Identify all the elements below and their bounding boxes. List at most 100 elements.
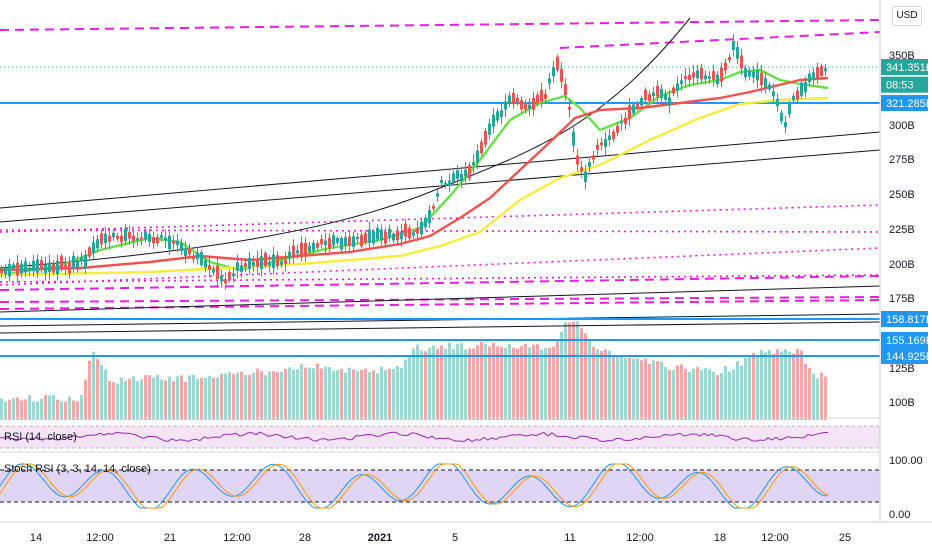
candle-body xyxy=(664,94,667,100)
candle-body xyxy=(672,87,675,94)
volume-bar xyxy=(812,373,815,420)
candle-body xyxy=(40,260,43,270)
volume-bar xyxy=(516,348,519,420)
candle-body xyxy=(136,238,139,241)
volume-bar xyxy=(500,347,503,420)
candle-body xyxy=(212,268,215,273)
volume-bar xyxy=(192,374,195,420)
candle-body xyxy=(196,252,199,260)
candle-body xyxy=(552,67,555,77)
price-badge-label: 321.285B xyxy=(886,98,932,110)
candle-body xyxy=(160,235,163,238)
volume-bar xyxy=(28,394,31,420)
volume-bar xyxy=(672,370,675,420)
price-badge xyxy=(881,348,928,364)
candle-body xyxy=(792,95,795,101)
candle-body xyxy=(764,78,767,88)
candle-body xyxy=(612,131,615,140)
volume-bar xyxy=(492,342,495,420)
volume-bars xyxy=(0,321,827,420)
volume-bar xyxy=(240,371,243,420)
volume-bar xyxy=(536,344,539,420)
candle-body xyxy=(724,62,727,71)
candle-body xyxy=(376,227,379,240)
candle-body xyxy=(652,92,655,97)
candle-body xyxy=(368,229,371,243)
volume-bar xyxy=(644,358,647,420)
candle-body xyxy=(356,237,359,240)
volume-bar xyxy=(548,347,551,420)
volume-bar xyxy=(160,379,163,420)
candle-body xyxy=(504,101,507,110)
candle-body xyxy=(624,117,627,125)
volume-bar xyxy=(276,371,279,420)
candle-body xyxy=(164,237,167,241)
volume-bar xyxy=(32,401,35,420)
candle-body xyxy=(288,251,291,259)
volume-bar xyxy=(68,396,71,420)
candle-body xyxy=(24,261,27,273)
volume-bar xyxy=(188,375,191,420)
volume-bar xyxy=(168,376,171,420)
candle-body xyxy=(348,236,351,246)
candle-body xyxy=(264,253,267,267)
stoch-k-line xyxy=(0,463,829,509)
solid-trend-line xyxy=(0,285,881,313)
volume-bar xyxy=(468,348,471,420)
candle-body xyxy=(512,93,515,104)
time-tick-label: 12:00 xyxy=(761,532,789,544)
volume-bar xyxy=(172,381,175,420)
volume-bar xyxy=(768,350,771,420)
volume-bar xyxy=(600,351,603,420)
candle-body xyxy=(144,230,147,240)
candle-body xyxy=(8,263,11,277)
volume-bar xyxy=(120,377,123,420)
candle-body xyxy=(340,238,343,250)
candle-body xyxy=(324,240,327,246)
candle-body xyxy=(296,250,299,254)
candle-body xyxy=(384,231,387,244)
rsi-label: RSI (14, close) xyxy=(4,431,77,443)
volume-bar xyxy=(300,363,303,420)
volume-bar xyxy=(4,401,7,420)
volume-bar xyxy=(112,382,115,420)
solid-trend-line xyxy=(0,149,881,223)
volume-bar xyxy=(376,373,379,420)
volume-bar xyxy=(404,359,407,420)
candle-body xyxy=(432,205,435,209)
candle-body xyxy=(536,94,539,104)
candle-body xyxy=(812,72,815,80)
volume-bar xyxy=(180,375,183,420)
candle-body xyxy=(464,169,467,177)
volume-bar xyxy=(8,399,11,420)
candle-body xyxy=(260,256,263,269)
volume-bar xyxy=(368,372,371,420)
volume-bar xyxy=(460,343,463,420)
volume-bar xyxy=(528,347,531,420)
candle-body xyxy=(732,41,735,50)
candle-body xyxy=(320,238,323,245)
price-badge xyxy=(881,311,928,327)
volume-bar xyxy=(640,360,643,420)
price-tick-label: 250B xyxy=(889,189,915,201)
candle-body xyxy=(704,75,707,80)
volume-bar xyxy=(668,370,671,420)
candle-body xyxy=(232,273,235,277)
candle-body xyxy=(124,228,127,242)
volume-bar xyxy=(560,331,563,420)
volume-bar xyxy=(84,379,87,420)
candle-body xyxy=(604,139,607,148)
price-tick-label: 175B xyxy=(889,293,915,305)
currency-button[interactable]: USD xyxy=(892,6,922,26)
candle-body xyxy=(228,272,231,281)
volume-bar xyxy=(452,349,455,420)
volume-bar xyxy=(144,375,147,420)
volume-bar xyxy=(104,369,107,420)
volume-bar xyxy=(720,373,723,420)
horizontal-levels xyxy=(0,66,880,357)
candle-body xyxy=(696,70,699,79)
volume-bar xyxy=(472,348,475,420)
volume-bar xyxy=(432,345,435,420)
volume-bar xyxy=(652,360,655,420)
